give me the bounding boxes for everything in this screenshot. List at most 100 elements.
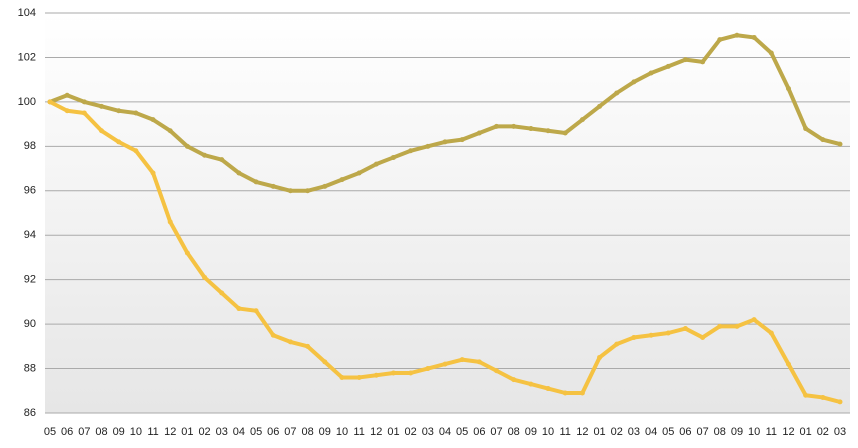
point xyxy=(751,34,757,40)
x-tick-label: 03 xyxy=(628,426,640,438)
point xyxy=(785,361,791,367)
point xyxy=(665,63,671,69)
point xyxy=(494,368,500,374)
x-tick-label: 07 xyxy=(78,426,90,438)
point xyxy=(545,386,551,392)
x-tick-label: 07 xyxy=(490,426,502,438)
x-tick-label: 12 xyxy=(370,426,382,438)
point xyxy=(614,341,620,347)
x-tick-label: 07 xyxy=(696,426,708,438)
point xyxy=(339,177,345,183)
y-tick-label: 104 xyxy=(18,7,36,19)
point xyxy=(81,110,87,116)
x-tick-label: 12 xyxy=(782,426,794,438)
point xyxy=(373,161,379,167)
x-tick-label: 03 xyxy=(216,426,228,438)
x-tick-label: 11 xyxy=(560,426,571,438)
point xyxy=(184,143,190,149)
x-tick-label: 05 xyxy=(250,426,262,438)
point xyxy=(442,139,448,145)
point xyxy=(476,130,482,136)
point xyxy=(322,183,328,189)
x-tick-label: 06 xyxy=(61,426,73,438)
point xyxy=(803,126,809,132)
x-tick-label: 02 xyxy=(611,426,623,438)
point xyxy=(184,250,190,256)
point xyxy=(459,137,465,143)
point xyxy=(648,70,654,76)
point xyxy=(579,117,585,123)
point xyxy=(81,99,87,105)
y-tick-label: 92 xyxy=(24,274,36,286)
point xyxy=(167,128,173,134)
point xyxy=(631,334,637,340)
y-tick-label: 94 xyxy=(24,229,36,241)
point xyxy=(322,359,328,365)
point xyxy=(408,148,414,154)
point xyxy=(116,108,122,114)
x-tick-label: 10 xyxy=(336,426,348,438)
point xyxy=(202,152,208,158)
point xyxy=(305,188,311,194)
point xyxy=(64,92,70,98)
point xyxy=(785,86,791,92)
x-tick-label: 09 xyxy=(113,426,125,438)
x-tick-label: 06 xyxy=(267,426,279,438)
point xyxy=(373,372,379,378)
point xyxy=(751,317,757,323)
point xyxy=(425,143,431,149)
x-tick-label: 01 xyxy=(593,426,605,438)
point xyxy=(287,339,293,345)
point xyxy=(150,170,156,176)
x-tick-label: 02 xyxy=(405,426,417,438)
point xyxy=(47,99,53,105)
point xyxy=(99,128,105,134)
x-tick-label: 09 xyxy=(525,426,537,438)
point xyxy=(253,308,259,314)
point xyxy=(700,59,706,65)
x-tick-label: 12 xyxy=(576,426,588,438)
point xyxy=(682,57,688,63)
point xyxy=(459,357,465,363)
y-tick-label: 96 xyxy=(24,185,36,197)
x-tick-label: 04 xyxy=(233,426,245,438)
x-tick-label: 11 xyxy=(353,426,364,438)
point xyxy=(511,377,517,383)
point xyxy=(562,130,568,136)
point xyxy=(202,274,208,280)
x-tick-label: 06 xyxy=(473,426,485,438)
point xyxy=(648,332,654,338)
y-tick-label: 102 xyxy=(18,51,36,63)
y-tick-label: 88 xyxy=(24,362,36,374)
point xyxy=(597,103,603,109)
point xyxy=(219,157,225,163)
point xyxy=(700,334,706,340)
x-tick-label: 02 xyxy=(817,426,829,438)
point xyxy=(287,188,293,194)
point xyxy=(820,394,826,400)
x-tick-label: 12 xyxy=(164,426,176,438)
point xyxy=(734,323,740,329)
point xyxy=(545,128,551,134)
point xyxy=(511,123,517,129)
x-tick-label: 06 xyxy=(679,426,691,438)
y-tick-label: 100 xyxy=(18,96,36,108)
point xyxy=(116,139,122,145)
x-tick-label: 10 xyxy=(748,426,760,438)
x-tick-label: 02 xyxy=(198,426,210,438)
point xyxy=(528,381,534,387)
point xyxy=(768,50,774,56)
x-tick-label: 09 xyxy=(731,426,743,438)
x-tick-label: 04 xyxy=(439,426,451,438)
point xyxy=(305,343,311,349)
x-tick-label: 01 xyxy=(181,426,193,438)
point xyxy=(167,219,173,225)
y-tick-label: 86 xyxy=(24,407,36,419)
point xyxy=(631,79,637,85)
point xyxy=(339,374,345,380)
x-tick-label: 10 xyxy=(542,426,554,438)
x-tick-label: 10 xyxy=(130,426,142,438)
x-tick-label: 04 xyxy=(645,426,657,438)
x-tick-label: 08 xyxy=(508,426,520,438)
